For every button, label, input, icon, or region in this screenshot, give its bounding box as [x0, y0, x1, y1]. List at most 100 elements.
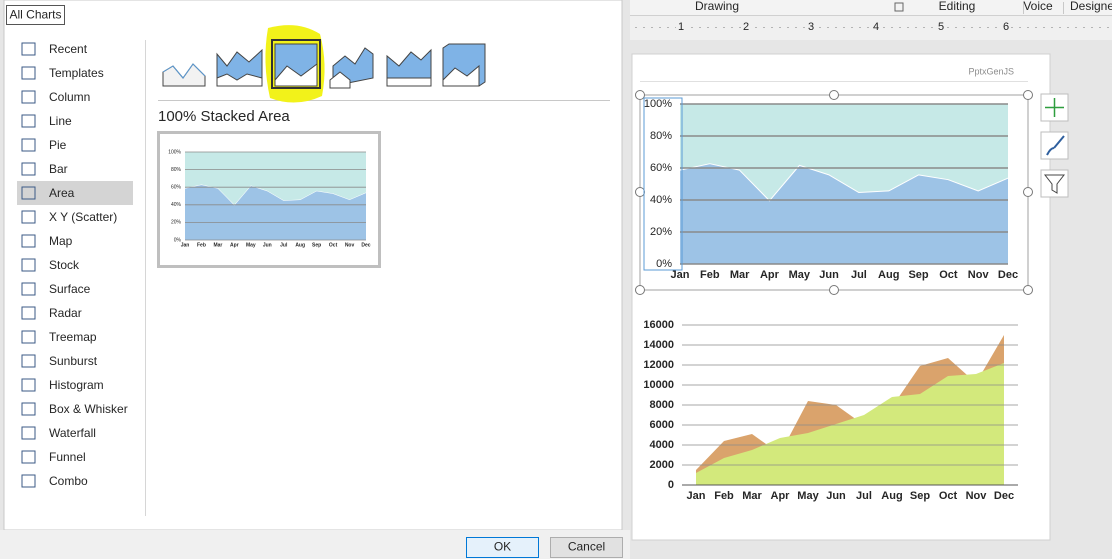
ribbon	[630, 0, 1112, 16]
category-label[interactable]: Box & Whisker	[49, 402, 128, 416]
category-label[interactable]: Surface	[49, 282, 91, 296]
dialog-launcher[interactable]	[894, 2, 904, 12]
category-icon	[21, 330, 36, 344]
glyph	[274, 63, 318, 87]
category-label[interactable]: Area	[49, 186, 75, 200]
category-icon	[21, 42, 36, 56]
category-icon	[21, 474, 36, 488]
ruler-label: 6	[1003, 21, 1009, 33]
ruler-label-bg	[741, 21, 751, 33]
resize-handle[interactable]	[635, 285, 645, 295]
subtypes	[161, 39, 486, 89]
category-icon	[21, 90, 36, 104]
x-tick-label: May	[797, 490, 819, 502]
category-label[interactable]: X Y (Scatter)	[49, 210, 117, 224]
category-label[interactable]: Histogram	[49, 378, 104, 392]
y-tick-label: 60%	[171, 185, 182, 191]
ribbon-group-label: Voice	[1023, 0, 1053, 13]
resize-handle[interactable]	[1023, 187, 1033, 197]
area	[680, 104, 1008, 200]
category-icon	[21, 306, 36, 320]
category-label[interactable]: Line	[49, 114, 72, 128]
area-subtype[interactable]	[161, 42, 206, 87]
x-tick-label: Mar	[730, 269, 750, 281]
category-label[interactable]: Templates	[49, 66, 104, 80]
x-tick-label: Oct	[939, 490, 958, 502]
stacked-area-subtype[interactable]	[216, 48, 263, 87]
selection-handles	[635, 90, 1033, 295]
watermark: PptxGenJS	[968, 66, 1014, 76]
x-tick-label: Jul	[856, 490, 872, 502]
tab[interactable]	[6, 5, 65, 25]
category-label[interactable]: Stock	[49, 258, 80, 272]
category-label[interactable]: Waterfall	[49, 426, 96, 440]
category-label[interactable]: Sunburst	[49, 354, 98, 368]
percent-area-subtype[interactable]	[271, 39, 321, 89]
ruler-label-bg	[871, 21, 881, 33]
3d-percent-area-subtype[interactable]	[442, 43, 486, 87]
resize-handle[interactable]	[635, 90, 645, 100]
category-icon	[21, 354, 36, 368]
category-icon	[21, 66, 36, 80]
3d-area-subtype[interactable]	[329, 47, 374, 89]
x-tick-label: Apr	[760, 269, 780, 281]
tab-label: All Charts	[9, 8, 61, 22]
x-tick-label: Aug	[878, 269, 899, 281]
y-tick-label: 4000	[650, 439, 674, 451]
y-tick-label: 80%	[650, 130, 672, 142]
glyph	[162, 63, 206, 79]
glyph	[329, 71, 351, 89]
chart-filters-button[interactable]	[1040, 169, 1069, 198]
category-label[interactable]: Bar	[49, 162, 68, 176]
x-tick-label: Jan	[671, 269, 690, 281]
x-tick-label: Nov	[968, 269, 990, 281]
area	[185, 152, 366, 205]
y-tick-label: 0%	[174, 237, 182, 243]
category-icon	[21, 162, 36, 176]
ribbon-group-label: Designe	[1070, 0, 1112, 13]
category-label[interactable]: Combo	[49, 474, 88, 488]
ruler-label-bg	[1001, 21, 1011, 33]
ribbon-labels: Drawing Editing Voice Designe	[695, 0, 1112, 13]
category-label[interactable]: Pie	[49, 138, 67, 152]
x-tick-label: Oct	[939, 269, 958, 281]
resize-handle[interactable]	[829, 90, 839, 100]
x-tick-label: Feb	[197, 242, 206, 248]
ok-button[interactable]	[466, 537, 539, 558]
y-tick-label: 2000	[650, 459, 674, 471]
area-chart: 0 2000 4000 6000 8000 10000 12000 14000 16000 Jan…	[643, 319, 1018, 502]
category-label[interactable]: Recent	[49, 42, 88, 56]
category-label[interactable]: Funnel	[49, 450, 86, 464]
y-tick-label: 0	[668, 479, 674, 491]
category-label[interactable]: Radar	[49, 306, 82, 320]
category-label[interactable]: Map	[49, 234, 73, 248]
category-icon	[21, 138, 36, 152]
resize-handle[interactable]	[829, 285, 839, 295]
category-label[interactable]: Treemap	[49, 330, 97, 344]
x-tick-label: Dec	[361, 242, 370, 248]
category-label[interactable]: Column	[49, 90, 90, 104]
resize-handle[interactable]	[1023, 90, 1033, 100]
3d-stacked-area-subtype[interactable]	[386, 48, 432, 87]
glyph	[442, 64, 480, 87]
y-tick-label: 12000	[643, 359, 674, 371]
x-tick-label: Jul	[851, 269, 867, 281]
y-tick-label: 16000	[643, 319, 674, 331]
resize-handle[interactable]	[1023, 285, 1033, 295]
category-icon	[21, 258, 36, 272]
category-list: Recent Templates Column Line Pie Bar Area X Y (…	[17, 42, 133, 488]
resize-handle[interactable]	[635, 187, 645, 197]
category-icon	[21, 114, 36, 128]
brush-icon	[1046, 135, 1065, 156]
x-tick-label: Jan	[181, 242, 190, 248]
x-tick-label: Jul	[280, 242, 288, 248]
cancel-button[interactable]	[550, 537, 623, 558]
ruler-labels: 1 2 3 4 5 6	[635, 21, 1109, 33]
x-tick-label: Sep	[910, 490, 930, 502]
x-tick-label: Aug	[295, 242, 305, 248]
x-tick-label: Jan	[687, 490, 706, 502]
y-tick-label: 10000	[643, 379, 674, 391]
x-tick-label: Jun	[819, 269, 839, 281]
category-icon	[21, 378, 36, 392]
